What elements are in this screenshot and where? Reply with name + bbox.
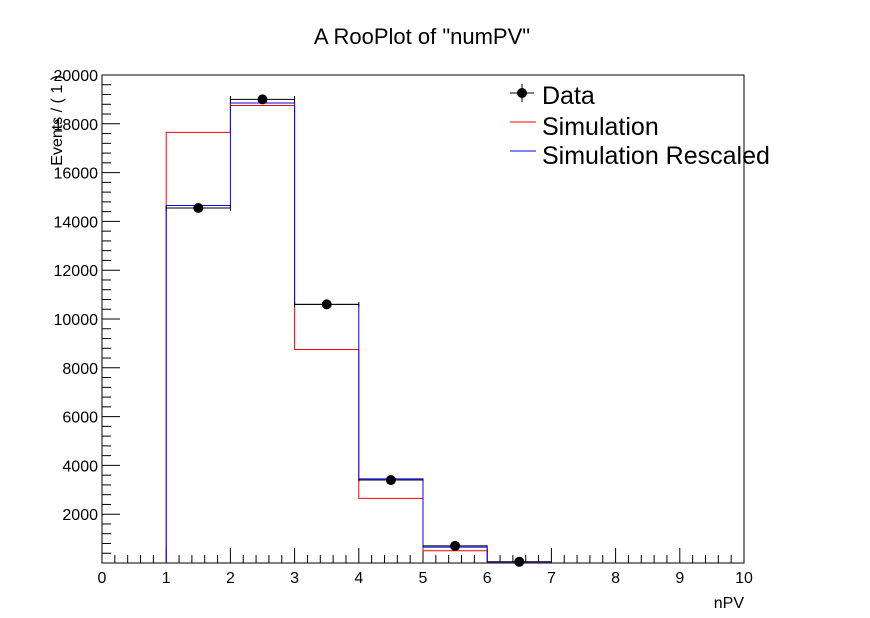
y-tick-label: 8000 xyxy=(62,361,98,378)
y-tick-label: 20000 xyxy=(54,68,99,85)
y-tick-label: 12000 xyxy=(54,263,99,280)
y-tick-label: 2000 xyxy=(62,507,98,524)
y-tick-label: 10000 xyxy=(54,312,99,329)
x-tick-label: 3 xyxy=(290,570,299,587)
data-point xyxy=(257,94,268,105)
y-tick-label: 6000 xyxy=(62,410,98,427)
series-simulation-rescaled-line xyxy=(165,102,552,563)
x-tick-label: 6 xyxy=(483,570,492,587)
y-tick-label: 4000 xyxy=(62,458,98,475)
x-tick-label: 9 xyxy=(675,570,684,587)
data-point xyxy=(193,202,204,213)
data-point xyxy=(514,556,525,567)
x-tick-label: 5 xyxy=(419,570,428,587)
y-tick-labels: 2000 4000 6000 8000 10000 12000 14000 16000 1800… xyxy=(54,68,99,524)
y-tick-label: 14000 xyxy=(54,214,99,231)
x-tick-label: 8 xyxy=(611,570,620,587)
legend-label: Data xyxy=(542,82,595,110)
axis-ticks xyxy=(101,74,745,564)
x-tick-label: 1 xyxy=(162,570,171,587)
x-tick-label: 7 xyxy=(547,570,556,587)
legend-label: Simulation Rescaled xyxy=(542,142,770,170)
data-point xyxy=(321,299,332,310)
data-point xyxy=(385,475,396,486)
series-layer xyxy=(165,94,552,567)
legend-data-marker xyxy=(517,88,527,98)
x-tick-label: 10 xyxy=(735,570,753,587)
legend-label: Simulation xyxy=(542,113,659,141)
x-tick-label: 4 xyxy=(354,570,363,587)
data-point xyxy=(450,540,461,551)
y-axis-label: Events / ( 1 ) xyxy=(49,75,66,166)
x-tick-label: 2 xyxy=(226,570,235,587)
y-tick-label: 16000 xyxy=(54,166,99,183)
x-tick-labels: 0 1 2 3 4 5 6 7 8 9 10 xyxy=(98,570,753,587)
y-tick-label: 18000 xyxy=(54,117,99,134)
x-axis-label: nPV xyxy=(714,595,745,612)
chart-title: A RooPlot of "numPV" xyxy=(314,24,530,49)
series-data-points xyxy=(165,94,552,567)
x-tick-label: 0 xyxy=(98,570,107,587)
